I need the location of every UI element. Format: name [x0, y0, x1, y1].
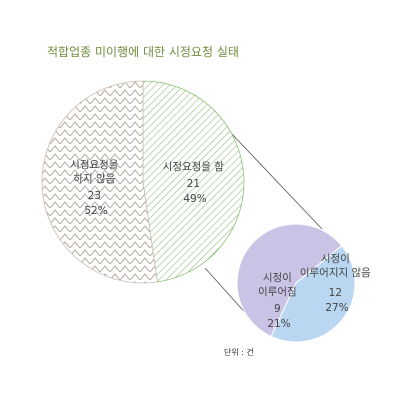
- data-label-not-corrected-percent: 27%: [325, 302, 348, 314]
- chart-title: 적합업종 미이행에 대한 시정요청 실태: [47, 44, 239, 59]
- slice-not-corrected: [236, 223, 343, 338]
- slice-not-requested: [41, 80, 158, 284]
- svg-text:시정요청을 함 21 49%: 시정요청을 함 21 49%: [163, 161, 228, 205]
- svg-text:시정이 이루어지지 않음 12: 시정이 이루어지지 않음 12 27%: [300, 253, 374, 314]
- data-label-not-corrected-count: 12: [329, 287, 342, 299]
- svg-text:시정이 이루어짐 9 2: 시정이 이루어짐 9 21%: [258, 272, 300, 330]
- slice-requested: [142, 80, 245, 283]
- data-label-corrected-percent: 21%: [267, 318, 290, 330]
- svg-text:시정요청을 하지 않음 23: 시정요청을 하지 않음 23 52%: [70, 159, 122, 217]
- data-label-requested-name: 시정요청을 함: [163, 161, 225, 173]
- data-label-not-corrected-name-2: 이루어지지 않음: [300, 267, 371, 279]
- connector-line: [204, 267, 251, 319]
- data-label-not-corrected-name-1: 시정이: [321, 253, 350, 265]
- data-label-corrected-count: 9: [274, 303, 281, 315]
- data-label-requested-count: 21: [187, 178, 200, 190]
- unit-label: 단위 : 건: [224, 347, 254, 357]
- data-label-not-requested-name-2: 하지 않음: [73, 172, 115, 185]
- slice-corrected: [270, 244, 356, 343]
- breakdown-pie: [236, 223, 356, 343]
- data-label-not-requested-percent: 52%: [84, 205, 107, 217]
- data-label-corrected-name-2: 이루어짐: [258, 286, 297, 298]
- data-label-not-requested-count: 23: [88, 190, 101, 202]
- data-label-not-requested-name-1: 시정요청을: [70, 159, 119, 171]
- data-label-corrected-name-1: 시정이: [263, 272, 292, 284]
- main-pie: [41, 80, 245, 284]
- data-label-requested-percent: 49%: [183, 193, 206, 205]
